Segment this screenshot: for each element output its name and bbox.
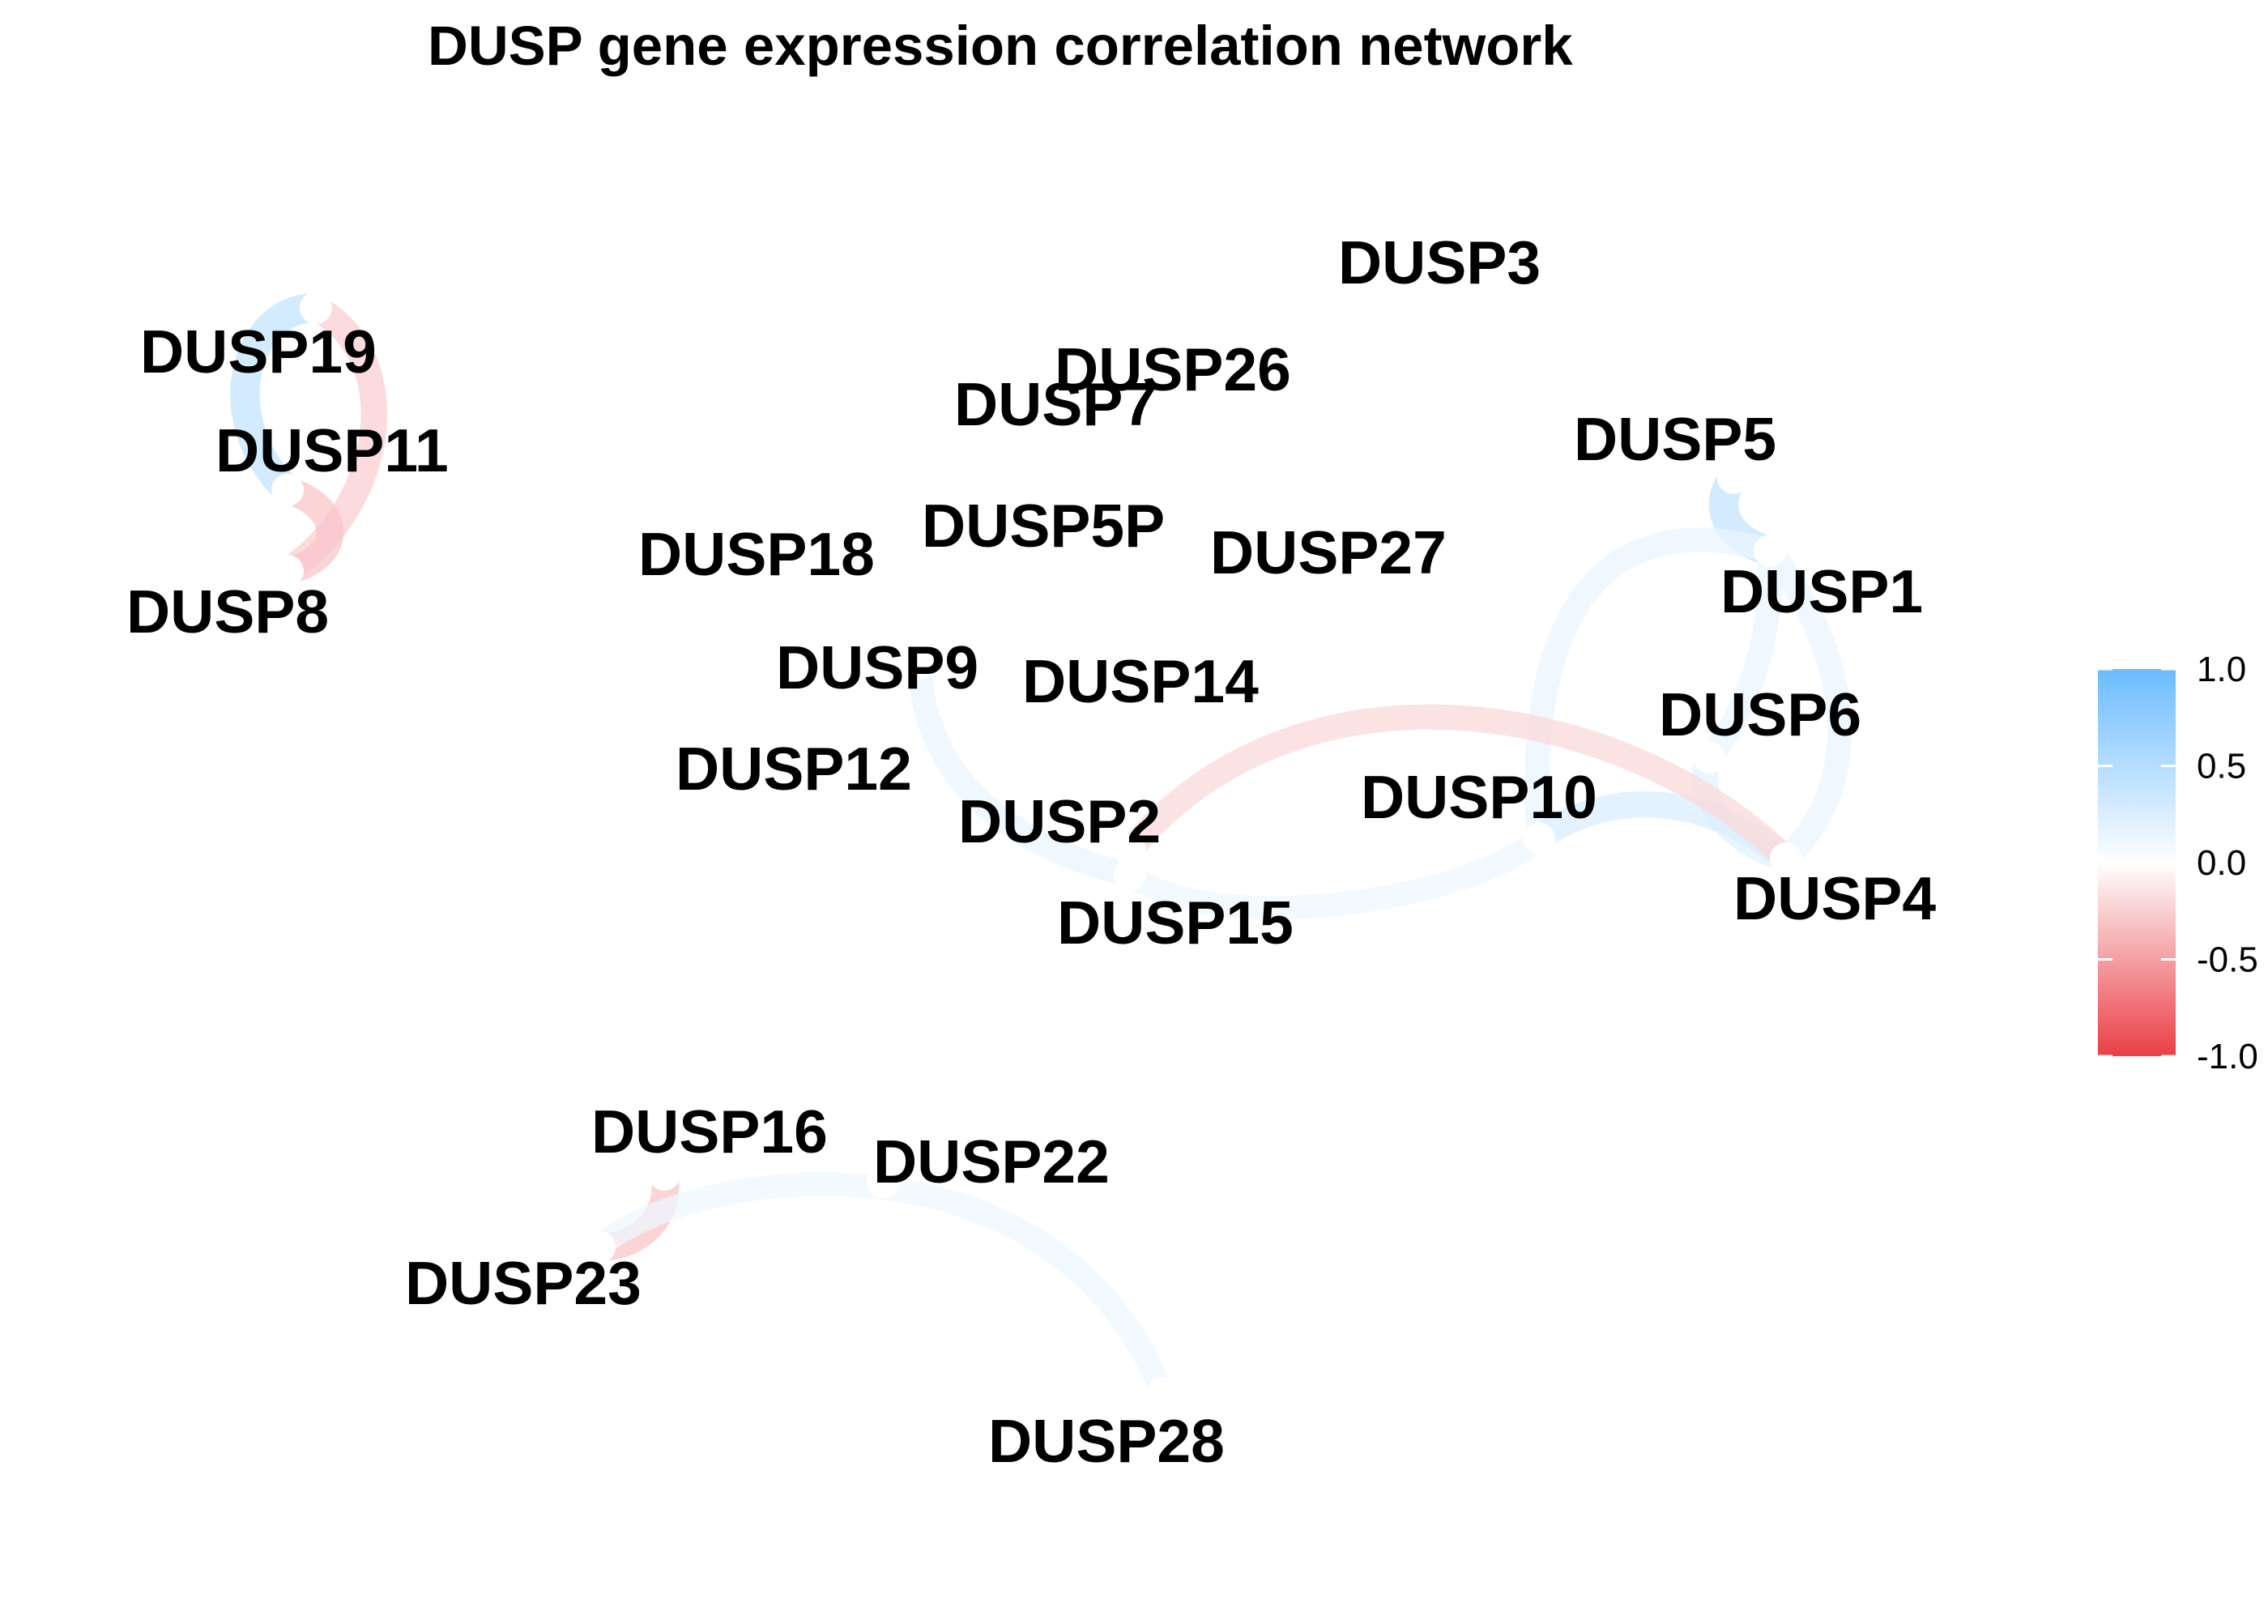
node-label-dusp27: DUSP27 — [1210, 518, 1447, 586]
node-dusp12 — [859, 749, 891, 782]
node-dusp11 — [271, 474, 304, 506]
node-dusp28 — [1146, 1377, 1179, 1409]
legend-ticks: 1.0 0.5 0.0 -0.5 -1.0 — [2098, 650, 2258, 1076]
node-dusp14 — [1045, 648, 1077, 680]
node-label-dusp2: DUSP2 — [958, 787, 1161, 855]
edge-dusp19-dusp11 — [230, 292, 331, 505]
node-label-dusp19: DUSP19 — [140, 318, 377, 386]
node-dusp8 — [271, 555, 304, 587]
edge-dusp1-dusp6 — [1697, 539, 1783, 769]
node-label-dusp7: DUSP7 — [954, 370, 1157, 438]
edge-dusp1-dusp4 — [1758, 539, 1852, 871]
edge-dusp23-dusp28 — [587, 1172, 1174, 1405]
node-dusp2 — [1114, 834, 1146, 867]
node-label-dusp15: DUSP15 — [1057, 889, 1294, 957]
color-legend: 1.0 0.5 0.0 -0.5 -1.0 — [2098, 650, 2258, 1076]
node-label-dusp5: DUSP5 — [1574, 405, 1776, 473]
node-label-dusp5p: DUSP5P — [922, 492, 1165, 560]
node-dusp9 — [903, 648, 936, 680]
node-dusp6 — [1693, 741, 1725, 774]
node-label-dusp4: DUSP4 — [1733, 864, 1936, 932]
node-label-dusp14: DUSP14 — [1022, 647, 1259, 715]
node-label-dusp1: DUSP1 — [1720, 557, 1923, 625]
legend-tick-label: -1.0 — [2197, 1037, 2258, 1076]
node-dusp27 — [1219, 535, 1251, 567]
node-dusp10 — [1523, 822, 1555, 855]
node-dusp7 — [1045, 364, 1077, 397]
legend-tick-label: 1.0 — [2197, 650, 2246, 689]
nodes-layer — [271, 223, 1802, 1409]
node-dusp15 — [1114, 859, 1146, 891]
node-dusp4 — [1770, 842, 1802, 875]
edge-dusp15-dusp10 — [1118, 826, 1551, 920]
node-label-dusp10: DUSP10 — [1361, 763, 1597, 831]
node-label-dusp9: DUSP9 — [776, 633, 978, 701]
node-label-dusp18: DUSP18 — [638, 520, 875, 588]
edge-dusp11-dusp8 — [274, 476, 344, 585]
node-label-dusp28: DUSP28 — [988, 1407, 1225, 1475]
node-dusp3 — [1353, 223, 1385, 255]
node-dusp23 — [583, 1231, 616, 1264]
node-dusp16 — [648, 1158, 680, 1191]
edge-dusp1-dusp10 — [1524, 527, 1782, 850]
legend-tick-label: -0.5 — [2197, 940, 2258, 980]
node-dusp22 — [867, 1166, 899, 1199]
node-label-dusp16: DUSP16 — [591, 1098, 828, 1166]
node-dusp5 — [1717, 462, 1750, 494]
node-label-dusp3: DUSP3 — [1338, 228, 1541, 296]
node-label-dusp12: DUSP12 — [676, 735, 912, 803]
node-dusp5p — [1033, 490, 1065, 522]
node-label-dusp11: DUSP11 — [215, 416, 449, 484]
node-label-dusp23: DUSP23 — [405, 1249, 642, 1317]
node-label-dusp26: DUSP26 — [1055, 335, 1291, 403]
legend-tick-label: 0.0 — [2197, 843, 2246, 883]
edge-dusp2-dusp4 — [1117, 704, 1799, 872]
legend-tick-label: 0.5 — [2197, 747, 2246, 786]
node-label-dusp8: DUSP8 — [126, 578, 329, 646]
node-dusp26 — [1102, 332, 1134, 364]
node-label-dusp6: DUSP6 — [1659, 680, 1861, 748]
plot-title: DUSP gene expression correlation network — [428, 15, 1573, 77]
node-dusp18 — [875, 535, 907, 567]
node-dusp1 — [1754, 535, 1786, 567]
node-label-dusp22: DUSP22 — [873, 1127, 1110, 1196]
edge-dusp9-dusp15 — [907, 652, 1142, 887]
node-dusp19 — [300, 292, 332, 324]
